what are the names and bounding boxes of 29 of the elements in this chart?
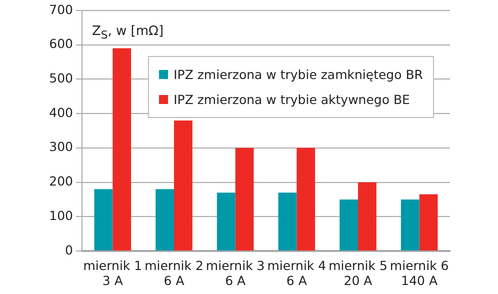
- bar: [278, 192, 297, 250]
- x-tick-label: miernik 6 140 A: [390, 258, 449, 288]
- y-tick-label: 500: [49, 70, 74, 86]
- bar: [174, 120, 192, 250]
- x-tick-label: miernik 3 6 A: [206, 258, 265, 288]
- y-tick-label: 100: [49, 208, 74, 223]
- y-axis-title: Z$_{S}$, w [mΩ]: [92, 24, 164, 42]
- bar: [419, 194, 438, 250]
- y-tick-label: 200: [49, 174, 74, 189]
- bar: [235, 148, 254, 250]
- x-tick-label: miernik 2 6 A: [144, 258, 204, 288]
- bar: [112, 48, 132, 250]
- y-tick-label: 0: [65, 242, 74, 258]
- y-tick-label: 300: [49, 139, 74, 154]
- bar: [340, 199, 358, 250]
- y-tick-label: 400: [49, 104, 74, 120]
- x-tick-label: miernik 4 6 A: [267, 258, 326, 288]
- y-tick-label: 600: [49, 36, 74, 52]
- bar: [94, 189, 113, 250]
- bar: [296, 148, 316, 250]
- legend-label: IPZ zmierzona w trybie zamkniętego BR: [172, 67, 423, 82]
- legend-label: IPZ zmierzona w trybie aktywnego BE: [172, 92, 411, 107]
- x-tick-label: miernik 5 20 A: [328, 258, 388, 288]
- bar: [156, 189, 174, 250]
- bar: [216, 192, 236, 250]
- y-tick-label: 700: [49, 2, 74, 17]
- x-tick-label: miernik 1 3 A: [83, 258, 142, 288]
- bar: [400, 199, 420, 250]
- bar: [358, 182, 376, 250]
